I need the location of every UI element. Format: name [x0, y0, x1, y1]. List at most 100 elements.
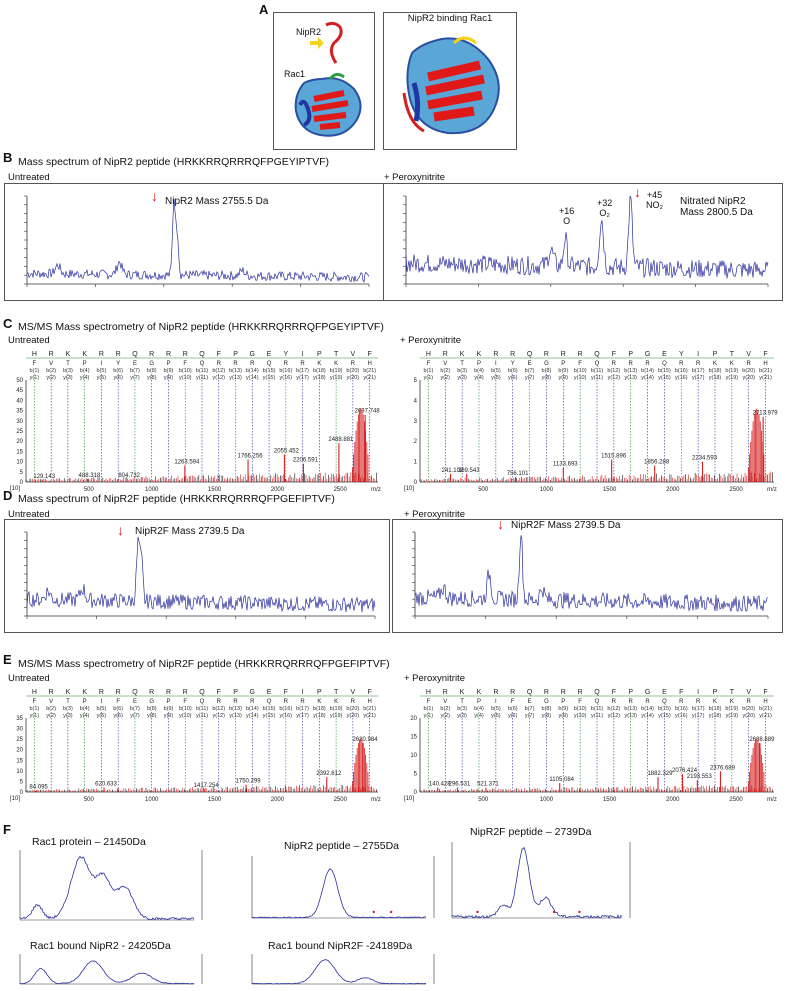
b-ion-label: b(18)	[709, 706, 722, 712]
y-tick-label: 3	[414, 419, 418, 425]
y-ion-label: y(13)	[229, 713, 242, 719]
y-ion-label: y(14)	[641, 713, 654, 719]
sequence-residue-rev: R	[351, 361, 356, 367]
y-ion-label: y(3)	[457, 375, 467, 381]
peak-label: 756.101	[507, 471, 529, 477]
x-tick-label: 500	[84, 797, 95, 803]
sequence-residue: I	[302, 351, 304, 358]
y-ion-label: y(16)	[280, 713, 293, 719]
sequence-residue: R	[544, 351, 549, 358]
sequence-residue-rev: Y	[511, 361, 515, 367]
y-tick-label: 30	[16, 419, 23, 425]
y-ion-label: y(5)	[491, 375, 501, 381]
y-ion-label: y(16)	[675, 713, 688, 719]
sequence-residue: E	[662, 351, 667, 358]
ms-nipr2f-peroxynitrite: ↓ NipR2F Mass 2739.5 Da	[392, 516, 783, 633]
y-ion-label: y(7)	[525, 375, 535, 381]
peak-arrow-icon: ↓	[634, 184, 641, 200]
y-ion-label: y(7)	[130, 375, 140, 381]
y-ion-label: y(17)	[692, 713, 705, 719]
panel-c-title: MS/MS Mass spectrometry of NipR2 peptide…	[18, 321, 384, 333]
y-ion-label: y(8)	[147, 713, 157, 719]
peak-label: 521.371	[477, 782, 499, 788]
peak-label: 2697.748	[355, 409, 381, 415]
b-ion-label: b(2)	[440, 706, 450, 712]
rac1-nipr2-structure-image: NipR2 Rac1	[273, 12, 375, 150]
sequence-residue: Q	[132, 689, 138, 696]
sequence-residue: P	[628, 351, 633, 358]
sequence-residue: K	[460, 351, 465, 358]
sequence-residue: Y	[283, 351, 288, 358]
b-ion-label: b(19)	[725, 706, 738, 712]
peak-label: 1766.256	[238, 454, 264, 460]
peak-label: 620.633	[95, 782, 117, 788]
y-ion-label: y(11)	[591, 713, 603, 719]
x-tick-label: 2000	[271, 797, 285, 803]
x-unit: m/z	[371, 487, 381, 493]
sequence-residue: R	[149, 351, 154, 358]
panel-label-c: C	[3, 316, 13, 331]
sequence-residue-rev: R	[351, 699, 356, 705]
y-tick-label: 5	[20, 470, 24, 476]
y-ion-label: y(3)	[63, 713, 73, 719]
y-ion-label: y(2)	[46, 713, 56, 719]
sequence-residue-rev: P	[477, 361, 481, 367]
sequence-residue: T	[334, 351, 339, 358]
b-ion-label: b(8)	[147, 368, 157, 374]
sequence-residue-rev: F	[511, 699, 515, 705]
sequence-residue-rev: K	[730, 361, 734, 367]
b-ion-label: b(8)	[147, 706, 157, 712]
sequence-residue-rev: F	[578, 361, 582, 367]
sequence-residue: R	[578, 351, 583, 358]
b-ion-label: b(18)	[313, 368, 326, 374]
b-ion-label: b(10)	[179, 706, 192, 712]
x-tick-label: 500	[84, 487, 95, 493]
sequence-residue: R	[493, 351, 498, 358]
sequence-residue: P	[317, 351, 322, 358]
y-ion-label: y(4)	[474, 375, 484, 381]
y-tick-label: 1	[414, 460, 418, 466]
panel-e-peroxy: + Peroxynitrite	[404, 673, 465, 684]
b-ion-label: b(15)	[263, 706, 276, 712]
spectrum-trace	[251, 868, 427, 919]
y-tick-label: 45	[16, 388, 23, 394]
b-ion-label: b(19)	[330, 706, 343, 712]
sequence-residue-rev: G	[544, 699, 549, 705]
sequence-residue-rev: R	[612, 699, 617, 705]
y-ion-label: y(12)	[212, 375, 225, 381]
sequence-residue: G	[645, 689, 650, 696]
msms-nipr2f-untreated: HFb(1)y(1)RVb(2)y(2)KTb(3)y(3)KPb(4)y(4)…	[10, 689, 381, 803]
sequence-residue: P	[713, 689, 718, 696]
sequence-residue-rev: R	[233, 699, 238, 705]
sequence-residue-rev: V	[49, 361, 53, 367]
nipr2-tag: NipR2	[296, 27, 322, 37]
peak-label: 2234.593	[692, 456, 718, 462]
sequence-residue-rev: H	[367, 361, 371, 367]
y-ion-label: y(18)	[709, 713, 722, 719]
y-ion-label: y(13)	[229, 375, 242, 381]
sequence-residue: T	[730, 351, 735, 358]
sequence-residue-rev: R	[284, 699, 289, 705]
sequence-residue-rev: R	[679, 361, 684, 367]
b-ion-label: b(14)	[641, 706, 654, 712]
sequence-residue: H	[32, 351, 37, 358]
panel-d-title: Mass spectrum of NipR2F peptide (HRKKRRQ…	[18, 493, 335, 505]
panel-d-untreated: Untreated	[8, 509, 50, 520]
y-exponent: [10]	[10, 796, 20, 802]
y-tick-label: 0	[414, 790, 418, 796]
sequence-residue: Y	[679, 351, 684, 358]
panel-b-untreated: Untreated	[8, 172, 50, 183]
sequence-residue-rev: T	[66, 361, 70, 367]
b-ion-label: b(12)	[607, 368, 620, 374]
sequence-residue-rev: P	[166, 699, 170, 705]
sequence-residue-rev: F	[33, 699, 37, 705]
b-ion-label: b(16)	[279, 368, 292, 374]
x-unit: m/z	[371, 797, 381, 803]
sequence-residue: R	[544, 689, 549, 696]
y-ion-label: y(20)	[347, 713, 360, 719]
b-ion-label: b(6)	[508, 368, 518, 374]
b-ion-label: b(9)	[164, 706, 174, 712]
sequence-residue: R	[166, 351, 171, 358]
y-tick-label: 15	[16, 758, 23, 764]
sequence-residue: T	[334, 689, 339, 696]
